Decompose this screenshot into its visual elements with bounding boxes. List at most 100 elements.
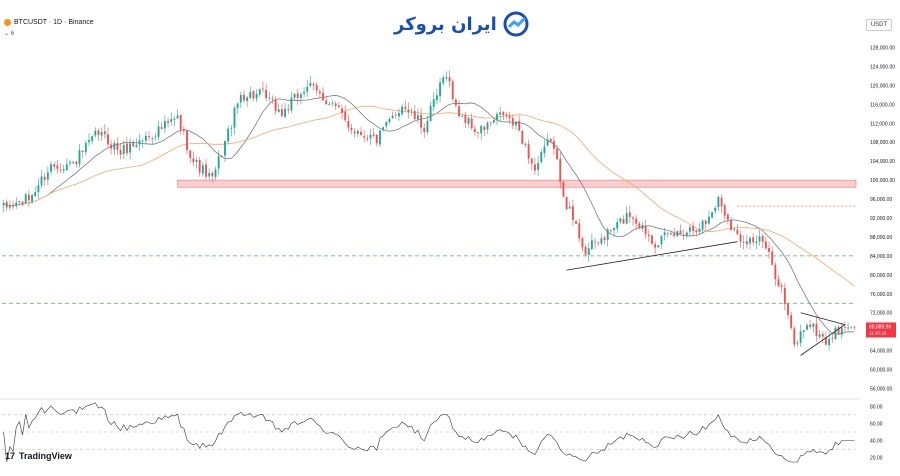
candle-body xyxy=(679,230,682,234)
candle-body xyxy=(521,130,524,144)
candle-body xyxy=(559,158,562,182)
candle-body xyxy=(125,143,128,154)
candle-body xyxy=(764,241,767,249)
candle-body xyxy=(774,264,777,280)
candle-body xyxy=(97,130,100,135)
candle-body xyxy=(217,156,220,169)
candle-body xyxy=(695,230,698,233)
candle-body xyxy=(15,202,18,206)
trendline xyxy=(800,324,846,356)
candle-body xyxy=(660,236,663,245)
candle-body xyxy=(717,196,720,207)
candle-body xyxy=(303,91,306,94)
candle-body xyxy=(787,304,789,315)
candle-body xyxy=(597,242,600,244)
candle-body xyxy=(673,233,676,236)
candle-body xyxy=(239,95,242,103)
candle-body xyxy=(353,131,356,134)
candle-body xyxy=(527,144,530,159)
candle-body xyxy=(682,234,685,237)
symbol-header[interactable]: BTCUSDT · 1D · Binance xyxy=(4,19,94,26)
candle-body xyxy=(410,110,413,112)
candle-body xyxy=(2,203,5,206)
candle-body xyxy=(189,150,192,158)
rsi-tick-label: 60.00 xyxy=(870,421,883,427)
price-tick-label: 120,000.00 xyxy=(870,83,895,89)
candle-body xyxy=(464,114,467,123)
price-tick-label: 88,000.00 xyxy=(870,235,892,241)
candle-body xyxy=(274,99,277,112)
candle-body xyxy=(840,327,843,335)
candle-body xyxy=(546,139,549,146)
price-tick-label: 104,000.00 xyxy=(870,159,895,165)
candle-body xyxy=(21,201,24,205)
candle-body xyxy=(556,148,559,160)
candle-body xyxy=(818,334,821,337)
candle-body xyxy=(299,94,302,99)
candle-body xyxy=(208,173,211,177)
candle-body xyxy=(103,131,106,135)
candle-body xyxy=(768,248,770,252)
currency-button[interactable]: USDT xyxy=(866,19,892,31)
candle-body xyxy=(793,328,796,345)
candle-body xyxy=(831,338,834,339)
candle-body xyxy=(88,140,90,143)
candle-body xyxy=(834,327,837,339)
candle-body xyxy=(214,169,217,177)
countdown-text: 11:10:15 xyxy=(869,330,887,335)
candle-body xyxy=(356,130,359,135)
tradingview-logo[interactable]: 17 TradingView xyxy=(5,451,72,461)
candle-body xyxy=(783,287,786,305)
price-tick-label: 92,000.00 xyxy=(870,216,892,222)
candle-body xyxy=(148,136,151,138)
candle-body xyxy=(821,334,824,337)
candle-body xyxy=(812,323,815,328)
candle-body xyxy=(530,158,533,164)
last-price-text: 68,889.96 xyxy=(869,324,891,330)
candles xyxy=(2,70,856,351)
candle-body xyxy=(439,82,442,97)
candle-body xyxy=(122,144,125,154)
candle-body xyxy=(116,143,119,150)
candle-body xyxy=(581,238,584,248)
candle-body xyxy=(540,152,543,163)
candle-body xyxy=(486,122,489,130)
candle-body xyxy=(341,108,343,113)
candle-body xyxy=(391,115,394,118)
candle-body xyxy=(657,245,660,248)
candle-body xyxy=(552,140,555,149)
candle-body xyxy=(676,230,679,237)
moving-averages xyxy=(3,95,855,335)
symbol-label: BTCUSDT · 1D · Binance xyxy=(14,19,94,26)
candle-body xyxy=(470,118,473,128)
candle-body xyxy=(5,201,8,208)
candle-body xyxy=(398,113,400,117)
candle-body xyxy=(268,97,271,99)
candle-body xyxy=(413,110,416,120)
candle-body xyxy=(575,221,578,224)
price-tick-label: 60,000.00 xyxy=(870,368,892,374)
indicator-value: 6 xyxy=(10,31,15,37)
candle-body xyxy=(43,176,46,180)
candle-body xyxy=(745,241,748,245)
candle-body xyxy=(432,99,435,107)
candle-body xyxy=(337,105,340,108)
price-tick-label: 96,000.00 xyxy=(870,197,892,203)
candle-body xyxy=(363,136,366,138)
candle-body xyxy=(429,105,432,122)
candle-body xyxy=(65,164,68,171)
candle-body xyxy=(157,126,160,137)
candle-body xyxy=(562,182,565,197)
indicator-row[interactable]: ⌄ 6 xyxy=(4,31,15,37)
candle-body xyxy=(739,234,742,242)
candle-body xyxy=(578,223,581,239)
candle-body xyxy=(496,113,498,120)
candle-body xyxy=(135,144,138,147)
tradingview-icon: 17 xyxy=(5,451,16,461)
candle-body xyxy=(780,285,783,287)
candle-body xyxy=(635,218,638,224)
candle-body xyxy=(499,112,502,115)
candle-body xyxy=(91,136,94,141)
price-tick-label: 76,000.00 xyxy=(870,292,892,298)
